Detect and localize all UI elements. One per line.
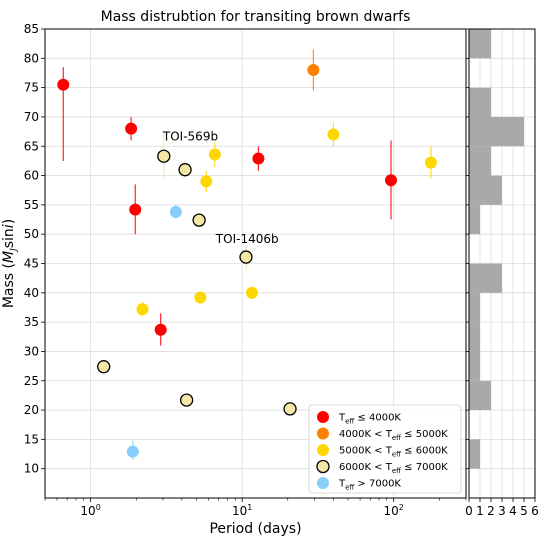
legend-marker [316, 459, 330, 474]
histogram-x-tick-label: 2 [487, 504, 495, 518]
data-point [125, 122, 138, 135]
data-point [57, 78, 70, 91]
y-tick-label: 40 [24, 286, 39, 300]
data-point [283, 402, 297, 416]
histogram-bar [469, 204, 480, 235]
histogram-bar [469, 351, 480, 381]
histogram-bar [469, 87, 491, 117]
histogram-bar [469, 263, 502, 293]
data-point [245, 286, 258, 299]
histogram-x-tick-label: 3 [498, 504, 506, 518]
data-point [307, 64, 320, 77]
legend-label: Teff > 7000K [338, 479, 401, 492]
data-point [169, 205, 182, 218]
y-tick-label: 55 [24, 198, 39, 212]
data-point [327, 128, 340, 141]
data-point [200, 175, 213, 188]
histogram-x-tick-label: 0 [465, 504, 473, 518]
histogram-bar [469, 322, 480, 352]
y-tick-label: 35 [24, 315, 39, 329]
scatter-grid [45, 28, 466, 498]
x-axis-title: Period (days) [209, 521, 301, 537]
y-tick-label: 50 [24, 227, 39, 241]
x-tick-label: 101 [232, 503, 252, 518]
data-point [194, 291, 207, 304]
legend-marker [317, 411, 329, 423]
legend-marker [317, 427, 329, 440]
y-tick-label: 10 [24, 462, 39, 476]
histogram-bar [469, 175, 502, 205]
histogram-bar [469, 380, 491, 411]
y-tick-label: 65 [24, 139, 39, 153]
histogram-bar [469, 439, 480, 469]
histogram-bar [469, 292, 480, 323]
data-point [179, 393, 194, 407]
y-tick-label: 20 [24, 403, 39, 417]
histogram-bars [469, 29, 524, 469]
legend-label: 4000K < Teff ≤ 5000K [339, 429, 448, 442]
histogram-x-tick-label: 1 [476, 504, 484, 518]
legend-label: 6000K < Teff ≤ 7000K [339, 462, 448, 475]
data-point [178, 163, 192, 177]
data-point [129, 203, 142, 216]
legend-label: Teff ≤ 4000K [338, 413, 401, 426]
data-point [424, 156, 437, 169]
legend-marker [317, 444, 329, 456]
histogram-bar [469, 116, 524, 147]
y-axis-title: Mass (MJsini) [1, 219, 19, 308]
y-tick-label: 25 [24, 374, 39, 388]
y-tick-label: 85 [24, 22, 39, 36]
y-tick-label: 15 [24, 432, 39, 446]
data-point [208, 148, 221, 161]
histogram-x-tick-label: 6 [531, 504, 538, 518]
legend-marker [317, 477, 329, 489]
data-point [97, 360, 111, 374]
legend: Teff ≤ 4000K 4000K < Teff ≤ 5000K 5000K < … [308, 404, 462, 494]
data-point [157, 149, 171, 163]
histogram-x-tick-label: 5 [520, 504, 528, 518]
histogram-x-tick-label: 4 [509, 504, 517, 518]
x-tick-label: 102 [384, 503, 404, 518]
y-tick-label: 45 [24, 257, 39, 271]
data-point [239, 250, 253, 264]
y-tick-label: 75 [24, 81, 39, 95]
annotations: TOI-569b TOI-1406b [162, 129, 279, 246]
annotation-label: TOI-569b [162, 129, 218, 143]
legend-label: 5000K < Teff ≤ 6000K [339, 446, 448, 459]
y-tick-label: 60 [24, 169, 39, 183]
data-point [192, 213, 206, 227]
data-point [154, 323, 167, 336]
histogram-bar [469, 146, 491, 176]
data-point [252, 152, 265, 165]
annotation-label: TOI-1406b [215, 232, 279, 246]
data-point [136, 303, 149, 316]
chart-title: Mass distrubtion for transiting brown dw… [101, 9, 411, 25]
data-point [126, 445, 139, 458]
legend-box [308, 404, 462, 494]
histogram-bar [469, 29, 491, 59]
data-point [385, 174, 398, 187]
x-tick-label: 100 [80, 503, 100, 518]
data-points [57, 64, 437, 458]
y-tick-label: 80 [24, 51, 39, 65]
y-tick-label: 70 [24, 110, 39, 124]
y-tick-label: 30 [24, 344, 39, 358]
